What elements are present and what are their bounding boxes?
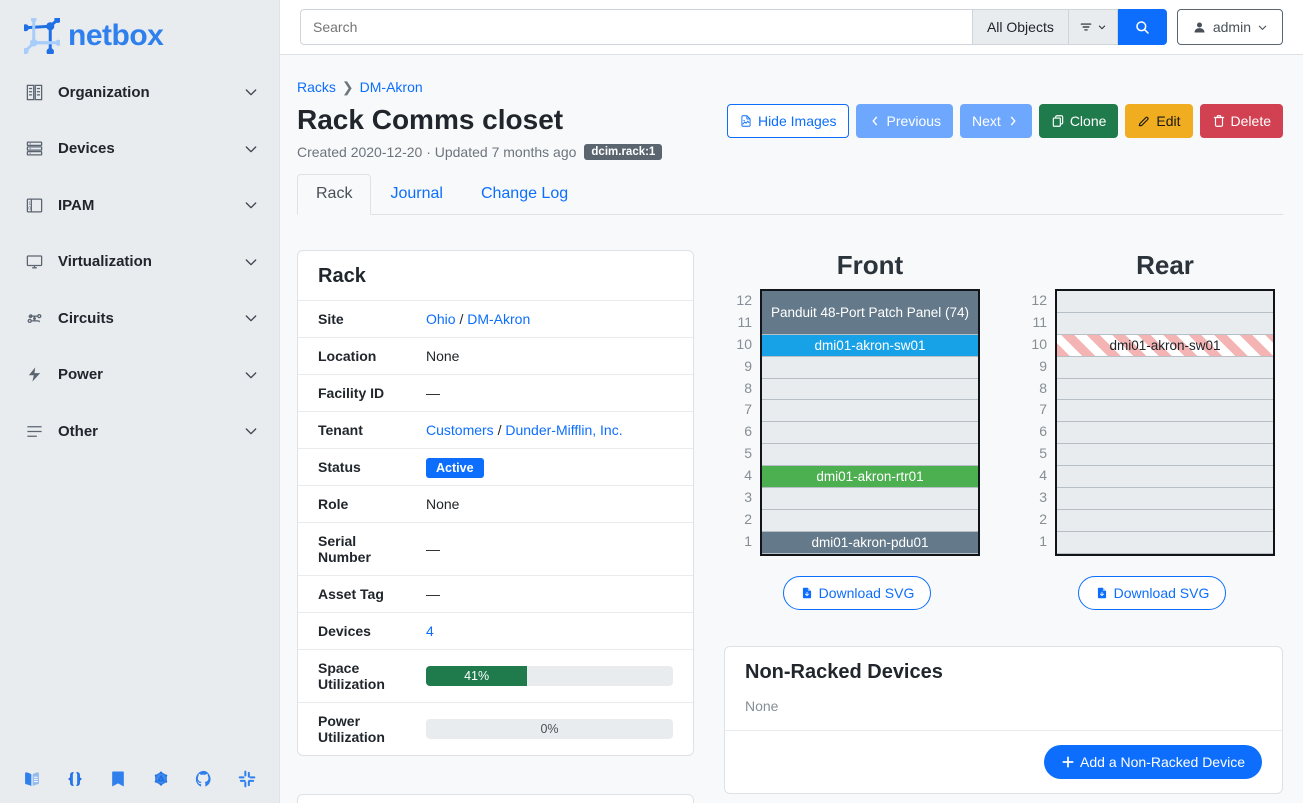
svg-text:0: 0 <box>28 205 31 211</box>
